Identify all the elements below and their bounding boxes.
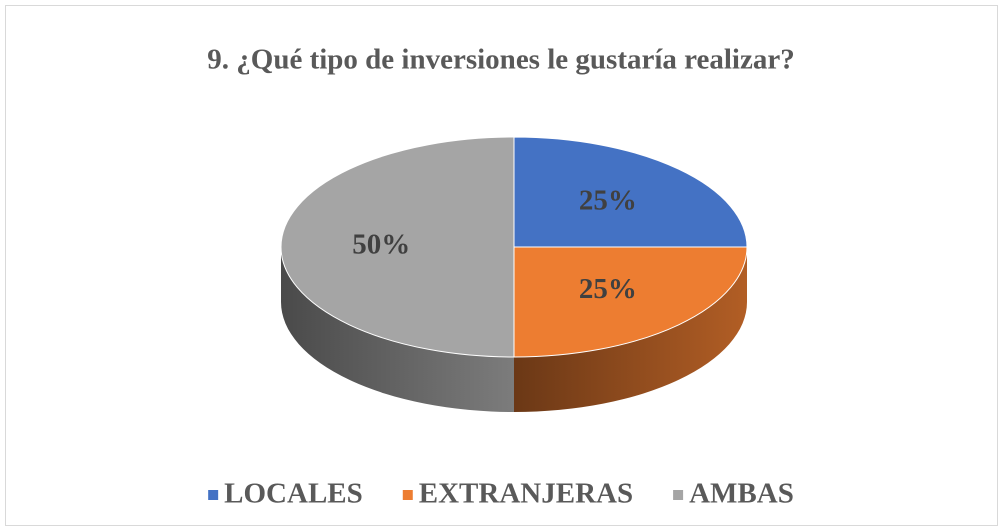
legend-swatch [402,490,413,500]
slice-side [514,247,747,412]
data-label: 25% [579,184,637,216]
legend-swatch [673,490,684,500]
legend-label: LOCALES [224,478,363,510]
chart-title: 9. ¿Qué tipo de inversiones le gustaría … [207,44,794,76]
legend-label: AMBAS [689,478,794,510]
data-label: 25% [579,273,637,305]
legend-swatch [208,490,219,500]
data-label: 50% [352,229,410,261]
slice [513,246,748,358]
slice [280,136,515,358]
legend-label: EXTRANJERAS [419,478,633,510]
slice-side [281,247,514,412]
slice [513,136,748,248]
